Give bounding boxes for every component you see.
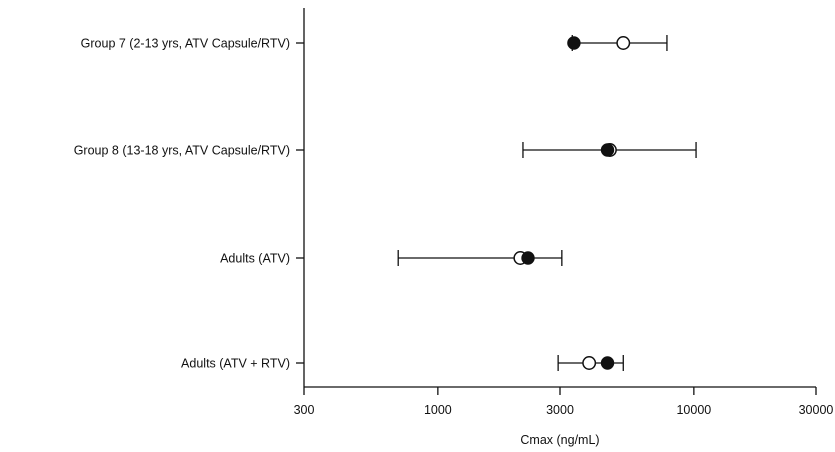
axes [303, 8, 816, 388]
x-tick-label: 10000 [676, 403, 711, 417]
y-category-label: Adults (ATV + RTV) [181, 357, 290, 371]
x-tick-label: 3000 [546, 403, 574, 417]
x-axis-label: Cmax (ng/mL) [520, 433, 599, 447]
x-ticks: 300 1000 3000 10000 30000 [294, 387, 834, 417]
filled-circle-point [521, 251, 535, 265]
y-category-label: Group 8 (13-18 yrs, ATV Capsule/RTV) [74, 144, 290, 158]
open-circle-point [616, 36, 631, 50]
open-circle-point [582, 356, 597, 370]
y-category-label: Adults (ATV) [220, 252, 290, 266]
filled-circle-point [600, 356, 615, 370]
x-tick-label: 300 [294, 403, 315, 417]
y-category-label: Group 7 (2-13 yrs, ATV Capsule/RTV) [81, 37, 290, 51]
x-tick-label: 30000 [799, 403, 834, 417]
y-category-labels: Group 7 (2-13 yrs, ATV Capsule/RTV) Group… [74, 37, 304, 371]
filled-circle-point [600, 143, 615, 157]
x-tick-label: 1000 [424, 403, 452, 417]
data-marks [397, 35, 697, 371]
filled-circle-point [567, 36, 581, 50]
